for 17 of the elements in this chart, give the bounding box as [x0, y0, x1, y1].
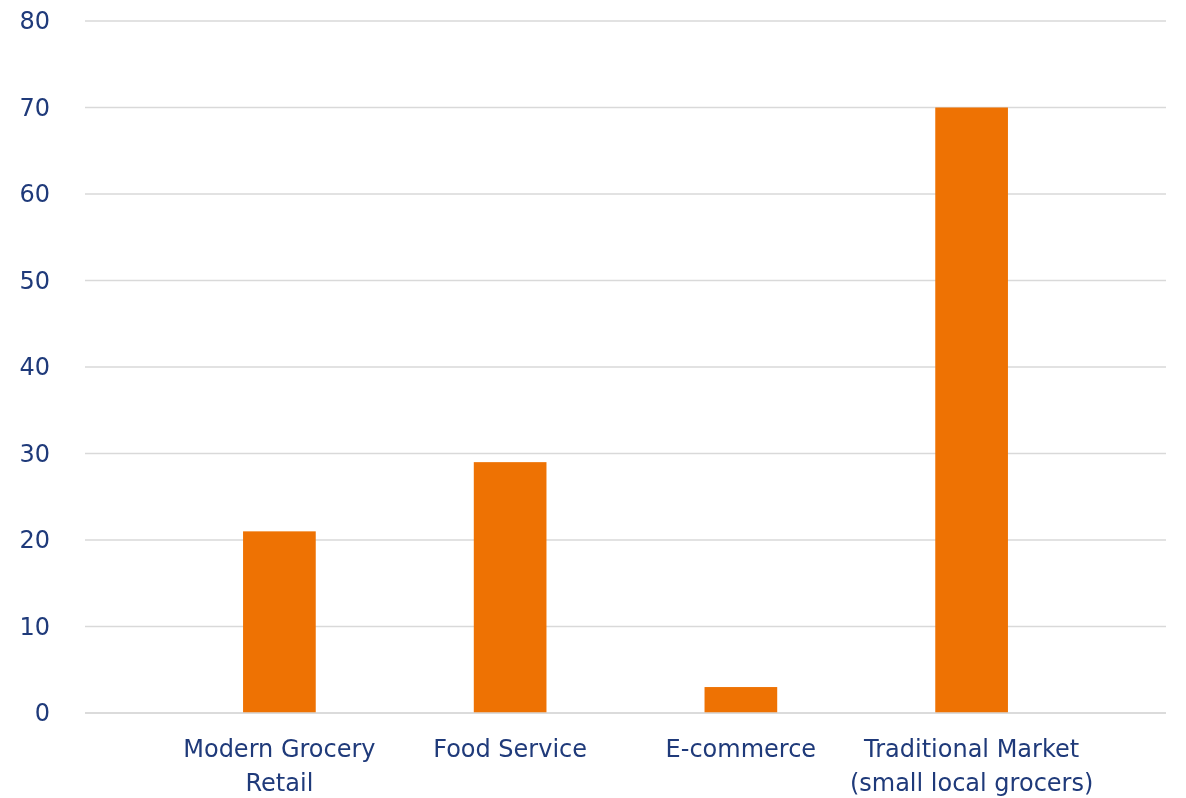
y-tick-label: 70 [19, 93, 50, 122]
x-tick-label: Food Service [433, 735, 588, 763]
y-tick-label: 60 [19, 180, 50, 209]
x-tick-label: Traditional Market (small local grocers) [849, 735, 1094, 797]
bar [473, 462, 547, 713]
bar [935, 107, 1008, 713]
bar [704, 687, 778, 713]
y-tick-label: 30 [19, 439, 50, 468]
y-tick-label: 40 [19, 353, 50, 382]
bar [243, 531, 316, 713]
y-tick-label: 20 [19, 526, 50, 555]
y-tick-label: 0 [34, 699, 50, 728]
y-tick-label: 50 [19, 266, 50, 295]
x-tick-label: E-commerce [665, 735, 817, 763]
y-tick-label: 10 [19, 612, 50, 641]
x-tick-label: Modern Grocery Retail [183, 735, 376, 797]
y-tick-label: 80 [19, 7, 50, 36]
